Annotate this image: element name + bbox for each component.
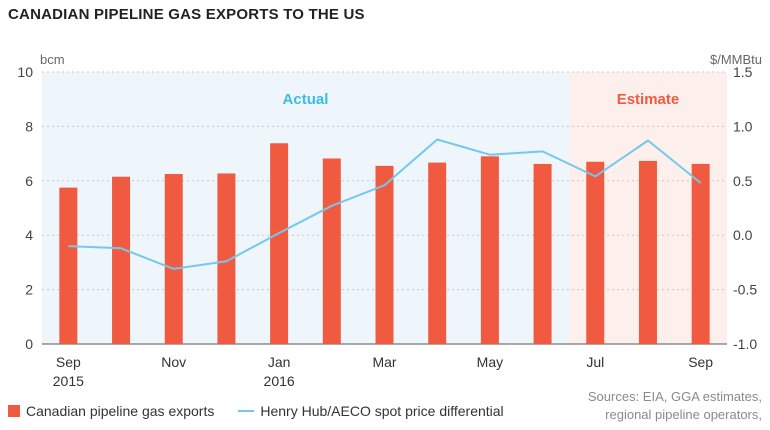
x-tick-label: Jul <box>586 354 604 370</box>
bar-13 <box>691 163 710 344</box>
bar-1 <box>59 187 78 344</box>
y-left-tick-label: 8 <box>25 118 33 134</box>
bar-11 <box>586 161 605 344</box>
bar-3 <box>164 174 183 344</box>
source-note: Sources: EIA, GGA estimates, regional pi… <box>588 388 762 424</box>
y-right-tick-label: 1.5 <box>733 64 753 80</box>
y-left-tick-label: 0 <box>25 336 33 352</box>
bar-9 <box>480 156 499 344</box>
x-tick-label: Sep <box>56 354 81 370</box>
bar-6 <box>322 158 341 344</box>
region-actual-label: Actual <box>283 91 329 108</box>
bar-7 <box>375 165 394 344</box>
bar-8 <box>428 162 447 344</box>
region-estimate-label: Estimate <box>617 91 680 108</box>
bar-4 <box>217 173 236 344</box>
source-line-1: Sources: EIA, GGA estimates, <box>587 389 762 404</box>
chart-title: CANADIAN PIPELINE GAS EXPORTS TO THE US <box>8 6 365 23</box>
bar-2 <box>112 176 131 344</box>
x-tick-label: Nov <box>161 354 186 370</box>
legend: Canadian pipeline gas exports Henry Hub/… <box>8 403 528 419</box>
legend-item-exports: Canadian pipeline gas exports <box>8 403 214 419</box>
legend-label-differential: Henry Hub/AECO spot price differential <box>260 403 504 419</box>
y-right-tick-label: -1.0 <box>733 336 757 352</box>
x-tick-label: Jan <box>268 354 291 370</box>
legend-label-exports: Canadian pipeline gas exports <box>26 403 215 419</box>
y-left-tick-label: 2 <box>25 282 33 298</box>
y-left-tick-label: 6 <box>25 173 33 189</box>
x-tick-year-label: 2015 <box>53 373 84 389</box>
y-left-tick-label: 4 <box>25 227 33 243</box>
bar-10 <box>533 163 552 344</box>
y-right-tick-label: -0.5 <box>733 282 757 298</box>
y-right-tick-label: 1.0 <box>733 118 753 134</box>
differential-line <box>68 138 702 270</box>
y-left-tick-label: 10 <box>17 64 33 80</box>
legend-line-swatch <box>238 410 255 412</box>
y-right-axis-label: $/MMBtu <box>710 52 762 67</box>
legend-bar-swatch <box>8 405 20 417</box>
x-tick-label: May <box>477 354 503 370</box>
y-right-tick-label: 0.0 <box>733 227 753 243</box>
bar-5 <box>270 143 289 344</box>
x-tick-label: Sep <box>688 354 713 370</box>
legend-item-differential: Henry Hub/AECO spot price differential <box>238 403 504 419</box>
bar-12 <box>638 160 657 344</box>
y-left-axis-label: bcm <box>40 52 65 67</box>
y-right-tick-label: 0.5 <box>733 173 753 189</box>
x-tick-year-label: 2016 <box>264 373 295 389</box>
x-tick-label: Mar <box>372 354 396 370</box>
source-line-2: regional pipeline operators, <box>605 407 762 422</box>
